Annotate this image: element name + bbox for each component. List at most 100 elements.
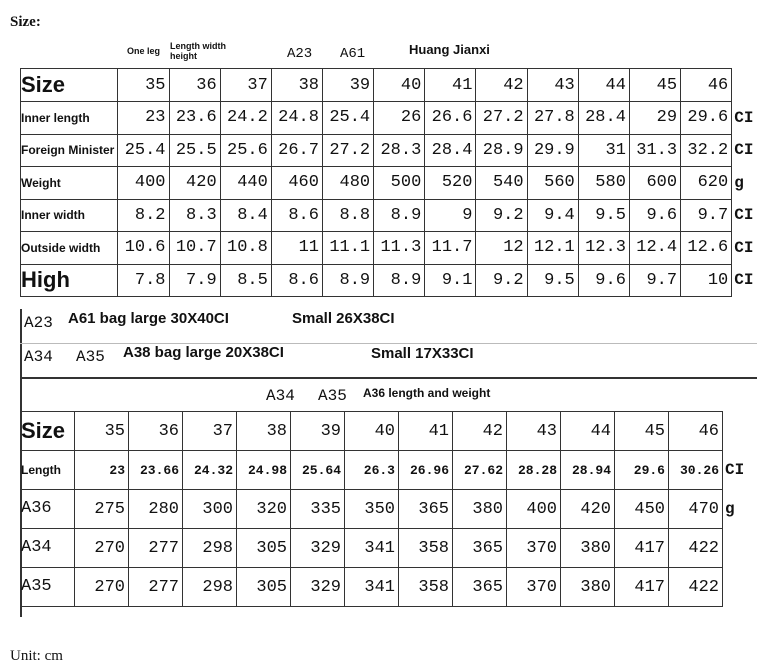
unit-cell: CI [734, 141, 754, 160]
value-cell: 11 [270, 231, 323, 265]
value-cell: 28.3 [373, 133, 426, 167]
value-cell: 358 [398, 567, 453, 607]
unit-cell [723, 568, 769, 607]
value-cell: 560 [526, 166, 579, 200]
value-cell: 10 [680, 263, 733, 297]
size-cell: 41 [398, 411, 453, 451]
value-cell: 440 [219, 166, 272, 200]
value-cell: 540 [475, 166, 528, 200]
size-cell: 36 [128, 411, 183, 451]
value-cell: 358 [398, 528, 453, 568]
value-cell: 341 [344, 528, 399, 568]
value-cell: 370 [506, 528, 561, 568]
value-cell: 365 [398, 489, 453, 529]
table-row: Length 23 23.66 24.32 24.98 25.64 26.3 26.96 27.… [20, 450, 769, 490]
size-cell: 38 [236, 411, 291, 451]
unit-cell: CI [734, 271, 754, 290]
unit-note: Unit: cm [10, 648, 63, 664]
value-cell: 32.2 [680, 133, 733, 167]
size-cell: 46 [668, 411, 723, 451]
value-cell: 27.2 [475, 101, 528, 135]
note-a35: A35 [76, 348, 105, 366]
value-cell: 8.2 [117, 198, 170, 232]
a61-label: A61 [340, 46, 366, 62]
value-cell: 27.8 [526, 101, 579, 135]
size-label: Size [20, 411, 75, 451]
unit-cell: CI [734, 108, 754, 127]
value-cell: 27.62 [452, 450, 507, 490]
row-label: Inner length [19, 101, 119, 135]
a23-label: A23 [287, 46, 313, 62]
value-cell: 24.32 [182, 450, 237, 490]
size-cell: 36 [168, 68, 221, 102]
value-cell: 29.6 [680, 101, 733, 135]
value-cell: 29.6 [614, 450, 669, 490]
size-label: Size [19, 68, 119, 102]
note-small-1: Small 26X38CI [292, 310, 395, 327]
value-cell: 24.8 [270, 101, 323, 135]
value-cell: 365 [452, 528, 507, 568]
value-cell: 23.6 [168, 101, 221, 135]
value-cell: 28.28 [506, 450, 561, 490]
value-cell: 31.3 [628, 133, 682, 167]
row-label: A34 [20, 528, 75, 568]
value-cell: 320 [236, 489, 291, 529]
note-a38-bag: A38 bag large 20X38CI [123, 344, 284, 361]
value-cell: 30.26 [668, 450, 723, 490]
value-cell: 26 [373, 101, 426, 135]
value-cell: 8.4 [219, 198, 272, 232]
value-cell: 417 [614, 567, 669, 607]
row-label: Length [20, 450, 75, 490]
size-table-2: Size 35 36 37 38 39 40 41 42 43 44 45 46 Length 23 23.6… [20, 411, 769, 607]
size-cell: 42 [475, 68, 528, 102]
value-cell: 26.3 [344, 450, 399, 490]
value-cell: 350 [344, 489, 399, 529]
value-cell: 460 [270, 166, 323, 200]
value-cell: 12 [475, 231, 528, 265]
value-cell: 25.5 [168, 133, 221, 167]
value-cell: 26.6 [424, 101, 477, 135]
row-label: Weight [19, 166, 119, 200]
value-cell: 9.7 [680, 198, 733, 232]
value-cell: 8.9 [373, 198, 426, 232]
value-cell: 277 [128, 567, 183, 607]
value-cell: 11.7 [424, 231, 477, 265]
value-cell: 25.64 [290, 450, 345, 490]
value-cell: 9 [424, 198, 477, 232]
size-cell: 38 [270, 68, 323, 102]
value-cell: 7.8 [117, 263, 170, 297]
value-cell: 9.4 [526, 198, 579, 232]
size-cell: 45 [614, 411, 669, 451]
page-title: Size: [10, 14, 41, 30]
value-cell: 8.3 [168, 198, 221, 232]
value-cell: 580 [577, 166, 630, 200]
value-cell: 23.66 [128, 450, 183, 490]
value-cell: 25.4 [117, 133, 170, 167]
value-cell: 420 [560, 489, 615, 529]
size-cell: 43 [506, 411, 561, 451]
size-row: Size 35 36 37 38 39 40 41 42 43 44 45 46 [20, 411, 769, 451]
one-leg-label: One leg [127, 46, 161, 56]
value-cell: 9.1 [424, 263, 477, 297]
value-cell: 300 [182, 489, 237, 529]
table-row: High 7.8 7.9 8.5 8.6 8.9 8.9 9.1 9.2 9.5 9.6 9.7 10 C… [19, 263, 772, 297]
value-cell: 8.5 [219, 263, 272, 297]
value-cell: 8.9 [321, 263, 375, 297]
value-cell: 26.96 [398, 450, 453, 490]
note-small-2: Small 17X33CI [371, 345, 474, 362]
table-row: Foreign Minister 25.4 25.5 25.6 26.7 27.2 28.3… [19, 133, 772, 167]
value-cell: 480 [321, 166, 375, 200]
value-cell: 341 [344, 567, 399, 607]
size-cell: 35 [117, 68, 170, 102]
value-cell: 417 [614, 528, 669, 568]
value-cell: 380 [560, 567, 615, 607]
value-cell: 9.2 [475, 263, 528, 297]
unit-cell: CI [734, 238, 754, 257]
value-cell: 8.6 [270, 263, 323, 297]
value-cell: 24.98 [236, 450, 291, 490]
value-cell: 400 [506, 489, 561, 529]
size-cell: 40 [373, 68, 426, 102]
row-label: A36 [20, 489, 75, 529]
value-cell: 335 [290, 489, 345, 529]
value-cell: 9.5 [577, 198, 630, 232]
